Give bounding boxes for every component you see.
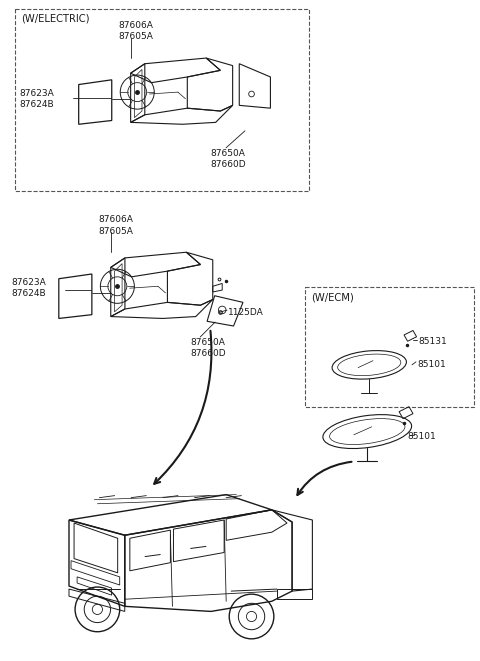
- Text: (W/ECM): (W/ECM): [312, 292, 354, 302]
- Text: 87623A
87624B: 87623A 87624B: [12, 278, 46, 298]
- Text: 87650A
87660D: 87650A 87660D: [190, 338, 226, 358]
- Text: 87650A
87660D: 87650A 87660D: [210, 149, 246, 169]
- Text: 85101: 85101: [407, 432, 436, 441]
- Text: 87606A
87605A: 87606A 87605A: [119, 21, 154, 42]
- Text: 87606A
87605A: 87606A 87605A: [99, 215, 134, 235]
- Text: 87623A
87624B: 87623A 87624B: [19, 89, 54, 109]
- Bar: [305, 287, 474, 407]
- Text: 1125DA: 1125DA: [228, 308, 264, 317]
- Text: 85101: 85101: [417, 360, 446, 369]
- Text: 85131: 85131: [418, 337, 447, 346]
- Bar: [15, 9, 309, 190]
- Text: (W/ELECTRIC): (W/ELECTRIC): [21, 13, 90, 23]
